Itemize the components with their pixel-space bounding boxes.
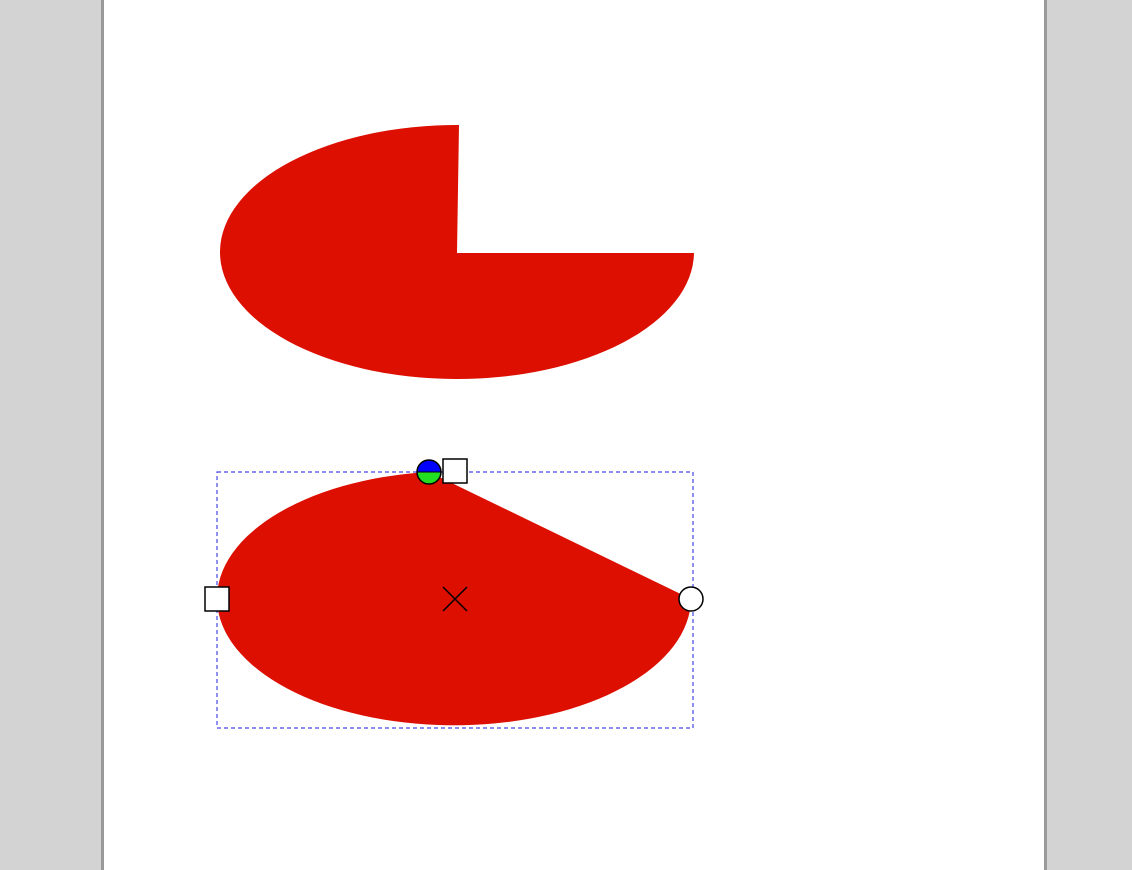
split-circle-handle-icon[interactable] [416,459,442,485]
drawing-page[interactable] [104,0,1044,870]
x-cross-icon [442,586,468,612]
square-handle-icon[interactable] [442,458,468,484]
square-handle-icon[interactable] [204,586,230,612]
ellipse-segment-shape-top[interactable] [219,124,694,380]
circle-handle-icon[interactable] [678,586,704,612]
